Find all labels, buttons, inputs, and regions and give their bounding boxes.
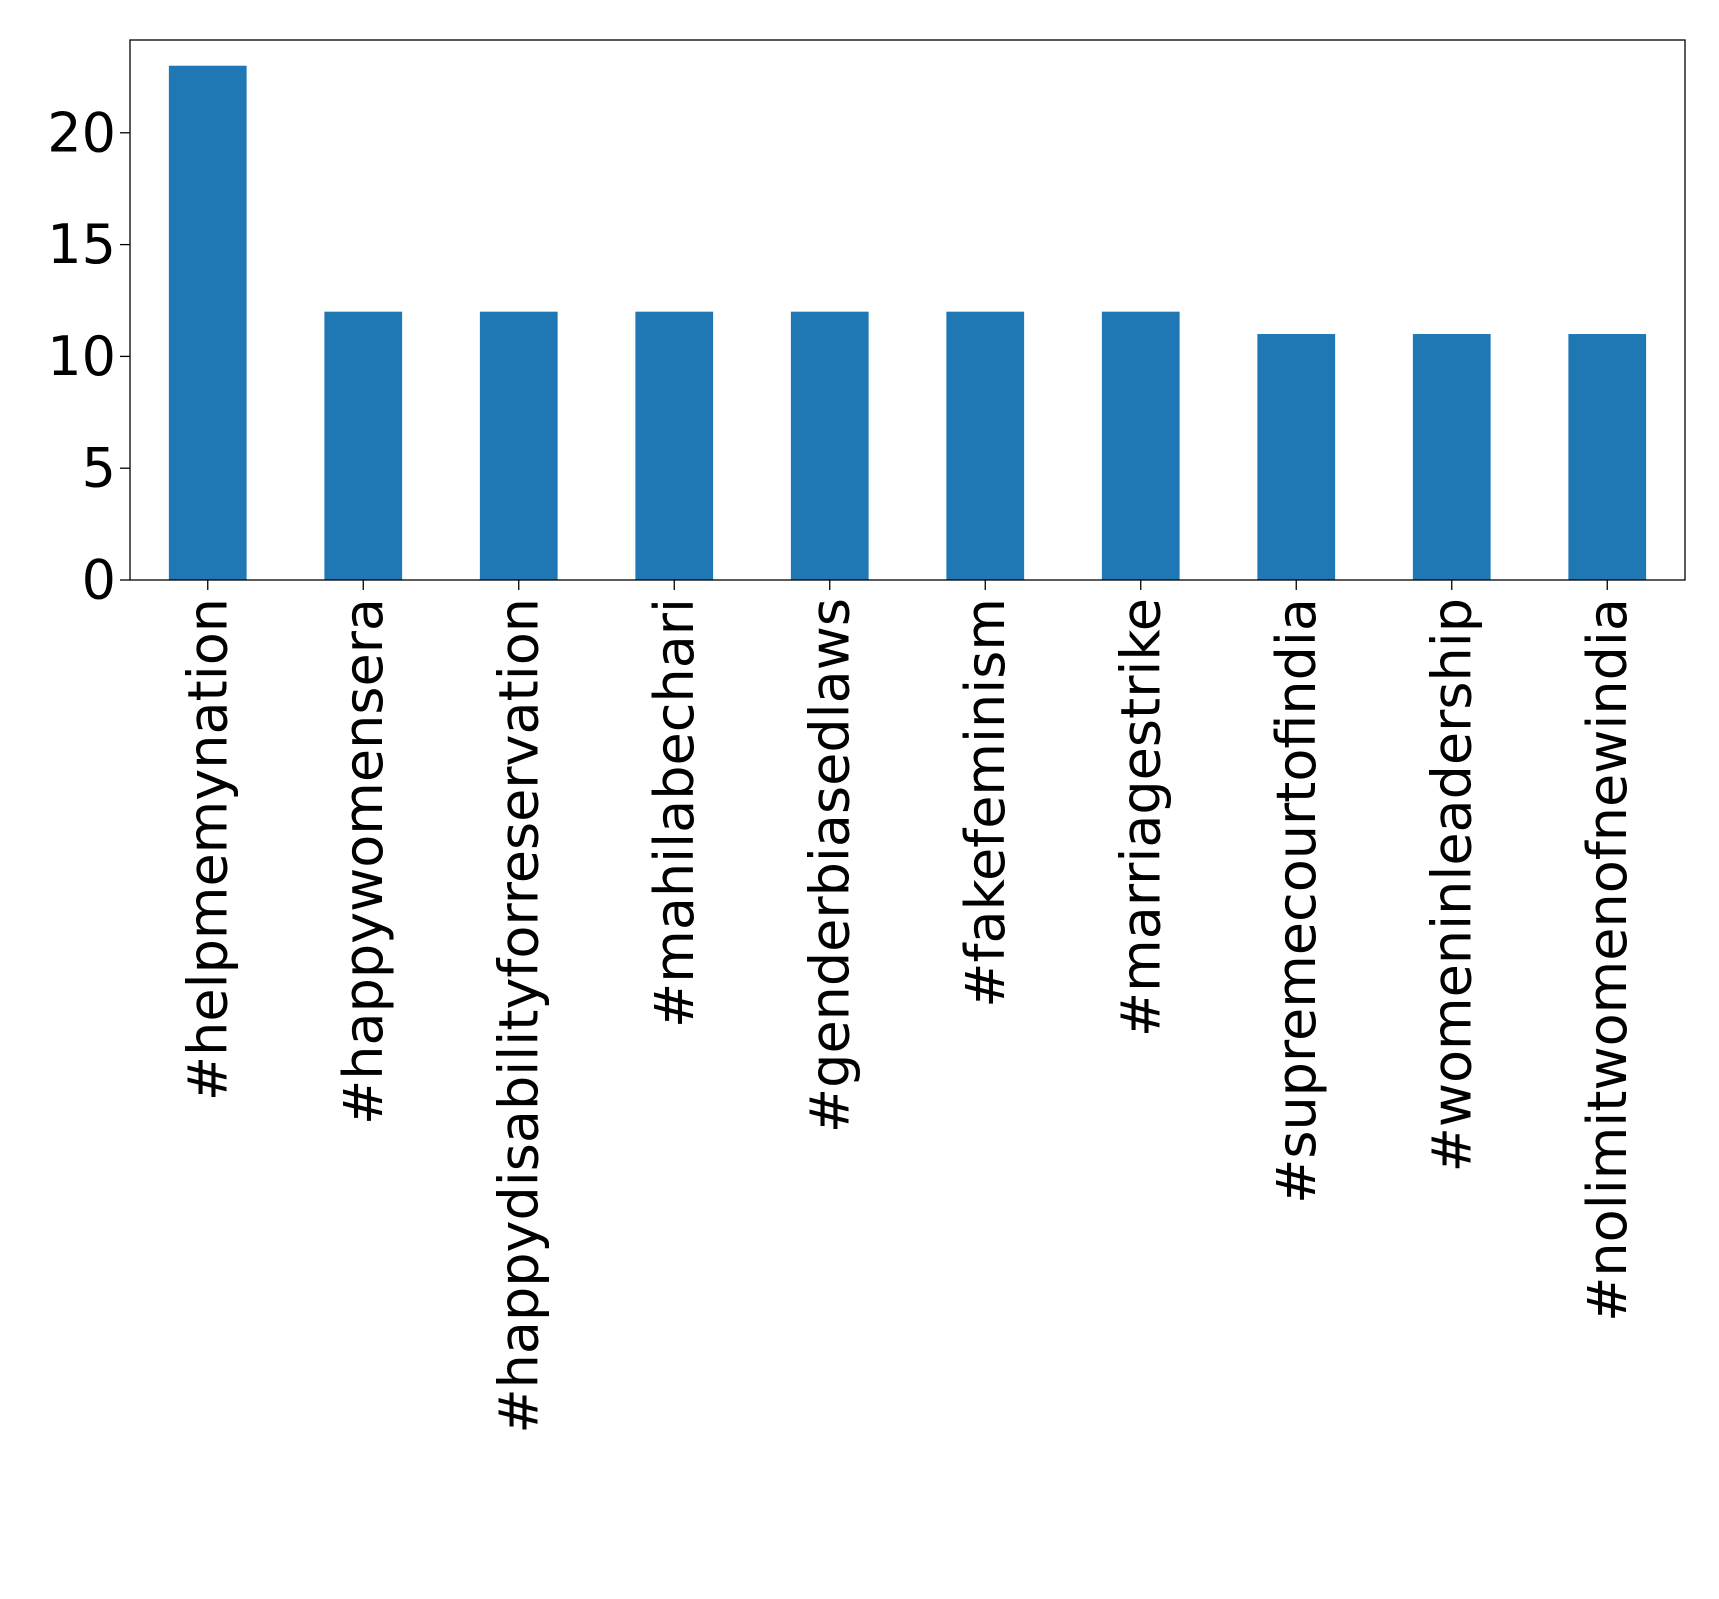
bars-layer bbox=[168, 65, 1647, 580]
x-tick-label-8: #womeninleadership bbox=[1420, 598, 1483, 1172]
bar-6 bbox=[1101, 311, 1180, 580]
bar-7 bbox=[1257, 334, 1336, 580]
plot-frame bbox=[129, 39, 1686, 581]
y-tick-label-1: 5 bbox=[82, 437, 116, 500]
x-tick-label-5: #fakefeminism bbox=[954, 598, 1017, 1008]
y-tick-label-2: 10 bbox=[47, 325, 116, 388]
x-tick-label-6: #marriagestrike bbox=[1109, 598, 1172, 1037]
y-tick-label-4: 20 bbox=[47, 101, 116, 164]
bar-3 bbox=[635, 311, 714, 580]
bar-0 bbox=[168, 65, 247, 580]
bar-2 bbox=[479, 311, 558, 580]
x-axis: #helpmemynation #happywomensera #happydisa… bbox=[176, 580, 1639, 1434]
bar-5 bbox=[946, 311, 1025, 580]
y-tick-label-0: 0 bbox=[82, 549, 116, 612]
bar-4 bbox=[790, 311, 869, 580]
x-tick-label-7: #supremecourtofindia bbox=[1265, 598, 1328, 1204]
bar-8 bbox=[1412, 334, 1491, 580]
bar-9 bbox=[1568, 334, 1647, 580]
x-tick-label-9: #nolimitwomenofnewindia bbox=[1576, 598, 1639, 1322]
y-tick-label-3: 15 bbox=[47, 213, 116, 276]
bar-1 bbox=[324, 311, 403, 580]
y-axis: 0 5 10 15 20 bbox=[47, 101, 130, 612]
x-tick-label-1: #happywomensera bbox=[332, 598, 395, 1125]
x-tick-label-0: #helpmemynation bbox=[176, 598, 239, 1101]
x-tick-label-2: #happydisabilityforreservation bbox=[487, 598, 550, 1434]
x-tick-label-4: #genderbiasedlaws bbox=[798, 598, 861, 1133]
x-tick-label-3: #mahilabechari bbox=[643, 598, 706, 1028]
